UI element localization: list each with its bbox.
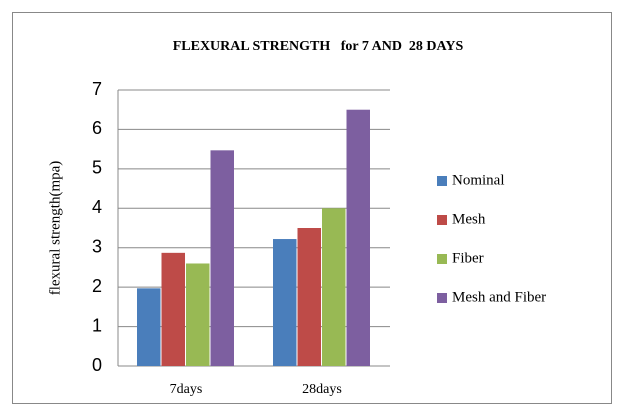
bar [273,239,297,366]
y-tick-label: 7 [92,79,102,99]
bar [137,288,161,366]
y-tick-label: 4 [92,197,102,217]
y-tick-label: 3 [92,236,102,256]
bar [322,208,346,366]
y-tick-label: 0 [92,355,102,375]
legend-label: Mesh [452,211,486,227]
legend-label: Fiber [452,250,484,266]
legend-label: Nominal [452,172,505,188]
legend-label: Mesh and Fiber [452,289,546,305]
bar [346,109,370,366]
y-axis-label: flexural strength(mpa) [47,161,63,296]
y-tick-label: 1 [92,315,102,335]
x-tick-label: 7days [170,382,203,397]
bar [297,228,321,366]
bar [186,263,210,366]
legend-swatch [437,254,447,264]
y-tick-label: 2 [92,276,102,296]
chart-title: FLEXURAL STRENGTH for 7 AND 28 DAYS [173,39,464,54]
y-tick-label: 5 [92,158,102,178]
legend-swatch [437,176,447,186]
legend-swatch [437,293,447,303]
legend-swatch [437,215,447,225]
y-tick-label: 6 [92,118,102,138]
x-tick-label: 28days [302,382,342,397]
bar [210,150,234,366]
bar [161,252,185,366]
